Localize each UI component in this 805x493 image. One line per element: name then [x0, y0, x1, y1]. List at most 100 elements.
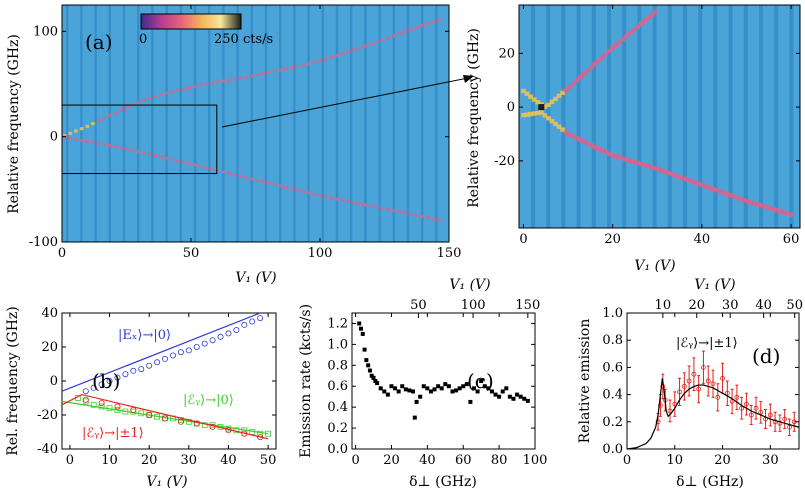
upper-branch-mark: [409, 28, 413, 32]
inset-upper-mark: [588, 65, 594, 70]
inset-lower-mark: [692, 180, 698, 185]
stripe: [165, 5, 168, 242]
upper-branch-mark: [426, 22, 430, 26]
series-0-point: [185, 347, 192, 354]
lower-branch-mark: [216, 169, 220, 173]
upper-branch-mark: [301, 63, 305, 67]
stripe: [421, 5, 424, 242]
stripe: [713, 5, 718, 228]
lower-branch-mark: [187, 162, 192, 166]
panel-b: 0 10 20 30 40 50 40 20 0 -20 -40 (b) |Eₓ⟩→|0⟩ |ℰᵧ⟩…: [5, 306, 277, 490]
inset-lower-mark: [770, 206, 776, 212]
top-x-tick-label: 50: [410, 298, 427, 313]
stripe: [576, 5, 581, 228]
lower-branch-mark: [380, 206, 385, 210]
stripe: [350, 5, 353, 242]
inset-upper-mark: [542, 104, 548, 109]
inset-lower-mark: [720, 190, 726, 195]
x-tick-label: 0: [66, 453, 74, 468]
stripe: [683, 5, 687, 228]
panel-d-annotation: |ℰᵧ⟩→|±1⟩: [676, 336, 738, 351]
stripe: [122, 5, 126, 242]
panel-b-xlabel: V₁ (V): [146, 474, 187, 490]
lower-branch-mark: [125, 147, 129, 151]
inset-lower-mark: [546, 116, 551, 121]
inset-upper-mark: [617, 39, 623, 45]
inset-lower-mark: [553, 121, 558, 127]
inset-lower-mark: [749, 200, 755, 205]
series-2-point: [82, 396, 89, 403]
inset-lower-mark: [724, 191, 730, 197]
data-point: [777, 420, 783, 426]
data-point: [515, 392, 520, 397]
inset-lower-mark: [663, 169, 669, 175]
data-point: [681, 384, 687, 389]
data-point: [677, 389, 682, 395]
series-2-point: [177, 418, 184, 425]
lower-branch-mark: [199, 164, 203, 168]
upper-branch-mark: [431, 20, 436, 24]
zoom-box: [61, 104, 218, 175]
lower-branch-mark: [284, 185, 288, 189]
series-0-point: [138, 366, 145, 373]
y-tick-label: 40: [41, 306, 58, 321]
lower-branch-mark: [329, 196, 334, 200]
series-0-point: [257, 315, 264, 322]
data-point: [479, 379, 484, 383]
stripe: [667, 5, 672, 228]
inset-upper-mark: [606, 49, 612, 54]
panel-d-xlabel: δ⊥ (GHz): [676, 474, 744, 490]
panel-a-map-bg: [62, 5, 449, 242]
inset-lower-mark: [681, 176, 687, 181]
y-tick-label: 1.2: [327, 316, 348, 331]
y-tick-label: 0: [50, 130, 58, 145]
lower-branch-mark: [352, 201, 356, 205]
top-x-tick-label: 40: [755, 298, 772, 313]
y-tick-label: 0: [507, 100, 515, 115]
lower-branch-mark: [426, 216, 430, 220]
x-tick-label: 30: [762, 453, 779, 468]
lower-branch-mark: [250, 177, 254, 181]
upper-branch-mark: [374, 40, 379, 44]
inset-lower-mark: [560, 127, 566, 132]
stripe: [774, 5, 779, 228]
panel-c-ylabel: Emission rate (kcts/s): [298, 304, 314, 458]
series-1-point: [122, 408, 129, 415]
upper-branch-mark: [352, 48, 356, 52]
series-2-point: [146, 411, 153, 418]
inset-stripes: [531, 5, 794, 228]
upper-branch-mark: [79, 127, 84, 131]
y-tick-label: 0.4: [602, 388, 623, 403]
inset-lower-mark: [585, 141, 591, 146]
lower-branch-mark: [170, 158, 175, 162]
data-point: [382, 389, 387, 394]
data-point: [710, 381, 716, 387]
series-2-point: [225, 427, 232, 434]
lower-branch-mark: [176, 159, 180, 163]
inset-upper-mark: [553, 96, 558, 102]
data-point: [715, 394, 721, 400]
stripe: [449, 5, 451, 242]
top-x-tick-label: 150: [515, 298, 540, 313]
x-tick-label: 150: [437, 246, 462, 261]
inset-axes: 0 20 40 60 20 0 -20: [494, 5, 800, 247]
x-tick-label: 0: [58, 246, 66, 261]
panel-c: 0 20 40 60 80 100 1.2 1.0 0.8 0.6 0.4 0.2 0.0 50 100 15…: [298, 277, 547, 490]
inset-lower-mark: [620, 156, 626, 161]
lower-branch-mark: [261, 180, 266, 184]
x-tick-label: 60: [783, 232, 800, 247]
upper-branch-mark: [108, 113, 112, 117]
lower-branch-mark: [79, 138, 84, 142]
upper-branch-mark: [159, 93, 163, 97]
lower-branch-mark: [420, 215, 424, 219]
series-0-point: [193, 343, 200, 350]
inset-lower-mark: [756, 202, 762, 208]
upper-branch-mark: [204, 82, 209, 86]
data-point: [739, 405, 745, 411]
stripe: [759, 5, 763, 228]
panel-d-top-xlabel: V₁ (V): [694, 277, 735, 293]
y-tick-label: 1.0: [602, 306, 623, 321]
data-point: [758, 409, 764, 415]
series-0-point: [241, 321, 248, 328]
lower-branch-mark: [386, 208, 390, 212]
